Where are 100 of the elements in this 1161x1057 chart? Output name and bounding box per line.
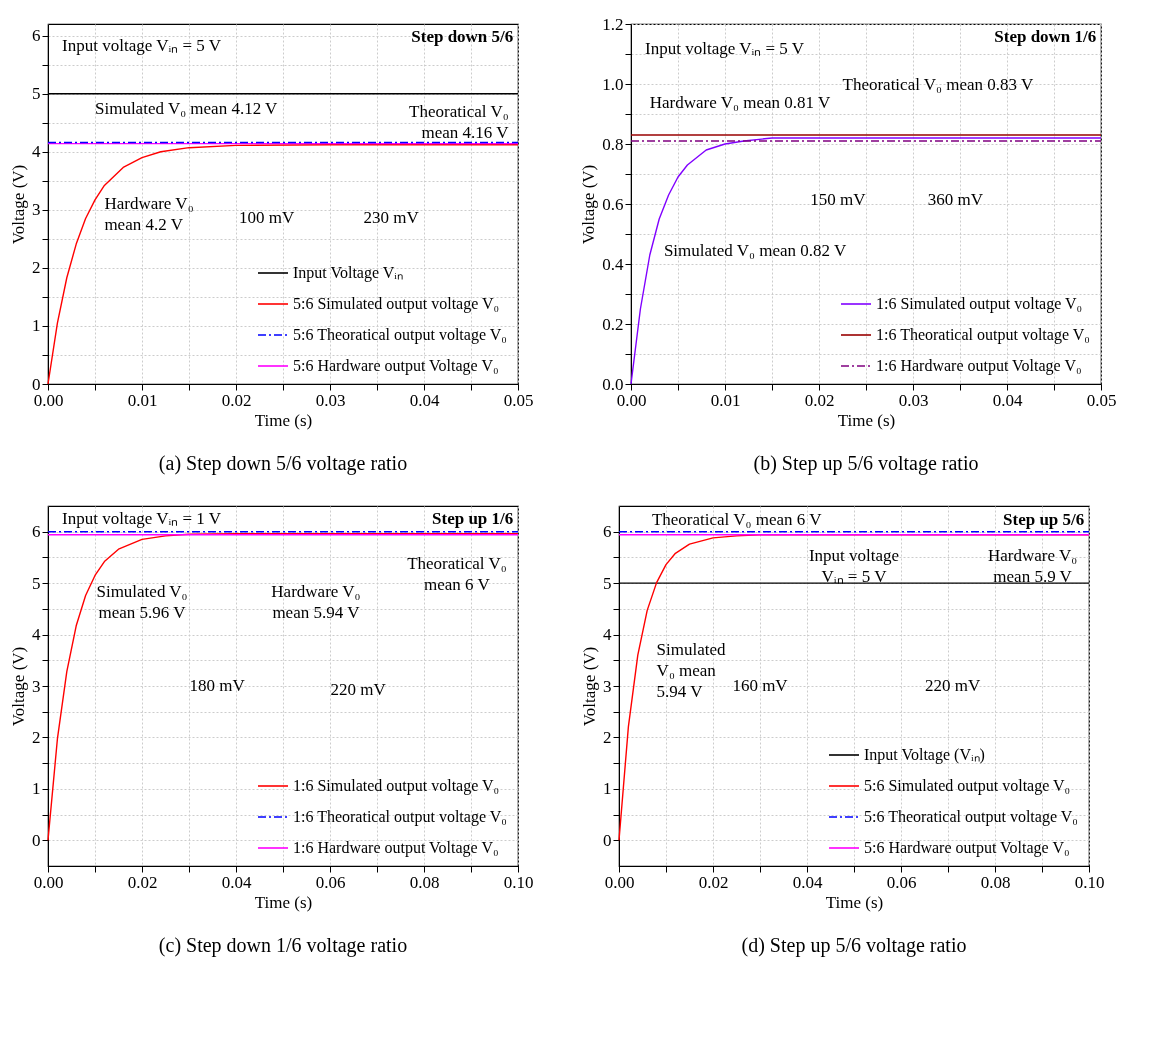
y-tick-label: 1 xyxy=(32,316,41,336)
annotation: Step up 1/6 xyxy=(432,508,514,528)
y-axis-title: Voltage (V) xyxy=(579,164,599,245)
y-tick-label: 0.8 xyxy=(602,134,624,154)
y-tick-label: 4 xyxy=(603,625,612,645)
x-tick-label: 0.05 xyxy=(503,390,534,410)
x-axis-title: Time (s) xyxy=(254,410,313,430)
x-tick-label: 0.02 xyxy=(221,390,252,410)
annotation: Hardware V₀ mean 5.9 V xyxy=(988,546,1078,587)
legend-label: 5:6 Theoratical output voltage V₀ xyxy=(293,326,507,344)
y-axis-title: Voltage (V) xyxy=(9,646,28,727)
x-tick-label: 0.04 xyxy=(221,872,252,892)
y-tick-label: 5 xyxy=(603,573,612,593)
x-tick-label: 0.03 xyxy=(315,390,346,410)
line-series xyxy=(47,533,519,841)
x-tick-label: 0.03 xyxy=(898,390,929,410)
annotation: 100 mV xyxy=(238,208,295,228)
legend-label: Input Voltage Vᵢₙ xyxy=(293,264,403,282)
text: (b) Step up 5/6 voltage ratio xyxy=(753,452,979,475)
x-axis-title: Time (s) xyxy=(825,892,884,912)
annotation: Step up 5/6 xyxy=(1003,510,1085,530)
y-tick-label: 1.0 xyxy=(602,74,624,94)
x-tick-label: 0.00 xyxy=(33,872,64,892)
y-axis-title: Voltage (V) xyxy=(580,646,599,727)
legend-label: 1:6 Simulated output voltage V₀ xyxy=(293,777,500,795)
x-tick-label: 0.06 xyxy=(315,872,346,892)
x-axis-title: Time (s) xyxy=(254,892,313,912)
y-tick-label: 1 xyxy=(603,779,612,799)
y-tick-label: 4 xyxy=(32,142,41,162)
annotation: 150 mV xyxy=(810,190,867,210)
annotation: Step down 5/6 xyxy=(411,26,514,46)
x-tick-label: 0.02 xyxy=(804,390,835,410)
legend-label: 5:6 Simulated output voltage V₀ xyxy=(293,295,500,313)
annotation: Step down 1/6 xyxy=(994,26,1097,46)
x-tick-label: 0.01 xyxy=(710,390,741,410)
annotation: 220 mV xyxy=(330,679,387,699)
y-tick-label: 2 xyxy=(603,727,612,747)
annotation: Simulated V₀ mean 5.94 V xyxy=(656,640,727,701)
annotation: Theoratical V₀ mean 6 V xyxy=(407,553,507,594)
x-axis-title: Time (s) xyxy=(837,410,896,430)
legend-label: 1:6 Hardware output Voltage V₀ xyxy=(876,357,1082,375)
annotation: Theoratical V₀ mean 4.16 V xyxy=(409,102,510,143)
annotation: Hardware V₀ mean 0.81 V xyxy=(649,93,831,113)
y-tick-label: 0 xyxy=(603,830,612,850)
y-tick-label: 0.4 xyxy=(602,254,624,274)
annotation: Input voltage Vᵢₙ = 5 V xyxy=(62,35,222,55)
y-tick-label: 2 xyxy=(32,727,41,747)
legend-label: 5:6 Simulated output voltage V₀ xyxy=(864,777,1071,795)
legend-label: 1:6 Hardware output Voltage V₀ xyxy=(293,839,499,857)
legend-label: 1:6 Theoratical output voltage V₀ xyxy=(876,326,1090,344)
annotation: Simulated V₀ mean 4.12 V xyxy=(95,98,279,118)
x-tick-label: 0.08 xyxy=(980,872,1011,892)
annotation: 160 mV xyxy=(732,676,789,695)
y-tick-label: 6 xyxy=(603,522,612,542)
legend-label: 1:6 Simulated output voltage V₀ xyxy=(876,295,1083,313)
x-tick-label: 0.01 xyxy=(127,390,158,410)
x-tick-label: 0.06 xyxy=(886,872,917,892)
annotation: 230 mV xyxy=(363,208,420,228)
x-tick-label: 0.05 xyxy=(1086,390,1117,410)
y-tick-label: 2 xyxy=(32,258,41,278)
y-tick-label: 6 xyxy=(32,26,41,46)
annotation: 180 mV xyxy=(189,676,246,695)
x-tick-label: 0.10 xyxy=(503,872,534,892)
y-tick-label: 3 xyxy=(32,200,41,220)
annotation: Hardware V₀ mean 4.2 V xyxy=(104,194,194,234)
x-tick-label: 0.00 xyxy=(604,872,635,892)
legend-label: 5:6 Hardware output Voltage V₀ xyxy=(864,839,1070,857)
annotation: 360 mV xyxy=(927,190,984,210)
text: (c) Step down 1/6 voltage ratio xyxy=(158,934,408,957)
annotation: Input voltage Vᵢₙ = 1 V xyxy=(62,508,222,528)
y-axis-title: Voltage (V) xyxy=(9,164,28,245)
y-tick-label: 3 xyxy=(32,676,41,696)
annotation: 220 mV xyxy=(925,676,982,695)
x-tick-label: 0.04 xyxy=(992,390,1023,410)
y-tick-label: 6 xyxy=(32,522,41,542)
annotation: Theoratical V₀ mean 6 V xyxy=(651,510,823,530)
y-tick-label: 0.6 xyxy=(602,194,624,214)
legend-label: Input Voltage (Vᵢₙ) xyxy=(864,746,985,764)
y-tick-label: 4 xyxy=(32,625,41,645)
x-tick-label: 0.02 xyxy=(127,872,158,892)
y-tick-label: 3 xyxy=(603,676,612,696)
annotation: Simulated V₀ mean 5.96 V xyxy=(96,582,188,623)
x-tick-label: 0.10 xyxy=(1074,872,1105,892)
annotation: Simulated V₀ mean 0.82 V xyxy=(663,240,847,260)
annotation: Hardware V₀ mean 5.94 V xyxy=(271,582,361,623)
annotation: Theoratical V₀ mean 0.83 V xyxy=(842,75,1035,95)
y-tick-label: 1.2 xyxy=(602,14,624,34)
legend-label: 1:6 Theoratical output voltage V₀ xyxy=(293,808,507,826)
y-tick-label: 5 xyxy=(32,84,41,104)
text: (a) Step down 5/6 voltage ratio xyxy=(158,452,408,475)
annotation: Input voltage Vᵢₙ = 5 V xyxy=(808,546,900,587)
x-tick-label: 0.08 xyxy=(409,872,440,892)
legend-label: 5:6 Theoratical output voltage V₀ xyxy=(864,808,1078,826)
annotation: Input voltage Vᵢₙ = 5 V xyxy=(645,39,805,59)
x-tick-label: 0.04 xyxy=(409,390,440,410)
text: (d) Step up 5/6 voltage ratio xyxy=(741,934,967,957)
legend-label: 5:6 Hardware output Voltage V₀ xyxy=(293,357,499,375)
x-tick-label: 0.04 xyxy=(792,872,823,892)
y-tick-label: 0.2 xyxy=(602,314,624,334)
y-tick-label: 5 xyxy=(32,573,41,593)
